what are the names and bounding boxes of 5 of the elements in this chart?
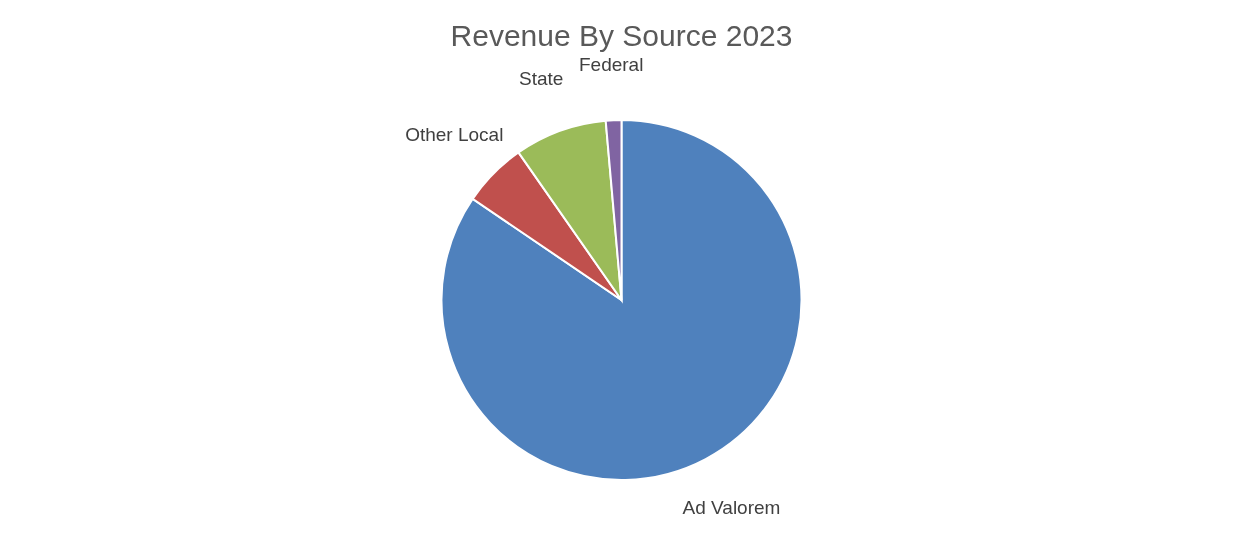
chart-title: Revenue By Source 2023 (450, 19, 793, 53)
slice-label: State (519, 68, 564, 90)
slice-label: Ad Valorem (682, 496, 781, 518)
slice-label: Federal (578, 54, 644, 76)
slice-label: Other Local (405, 123, 504, 145)
